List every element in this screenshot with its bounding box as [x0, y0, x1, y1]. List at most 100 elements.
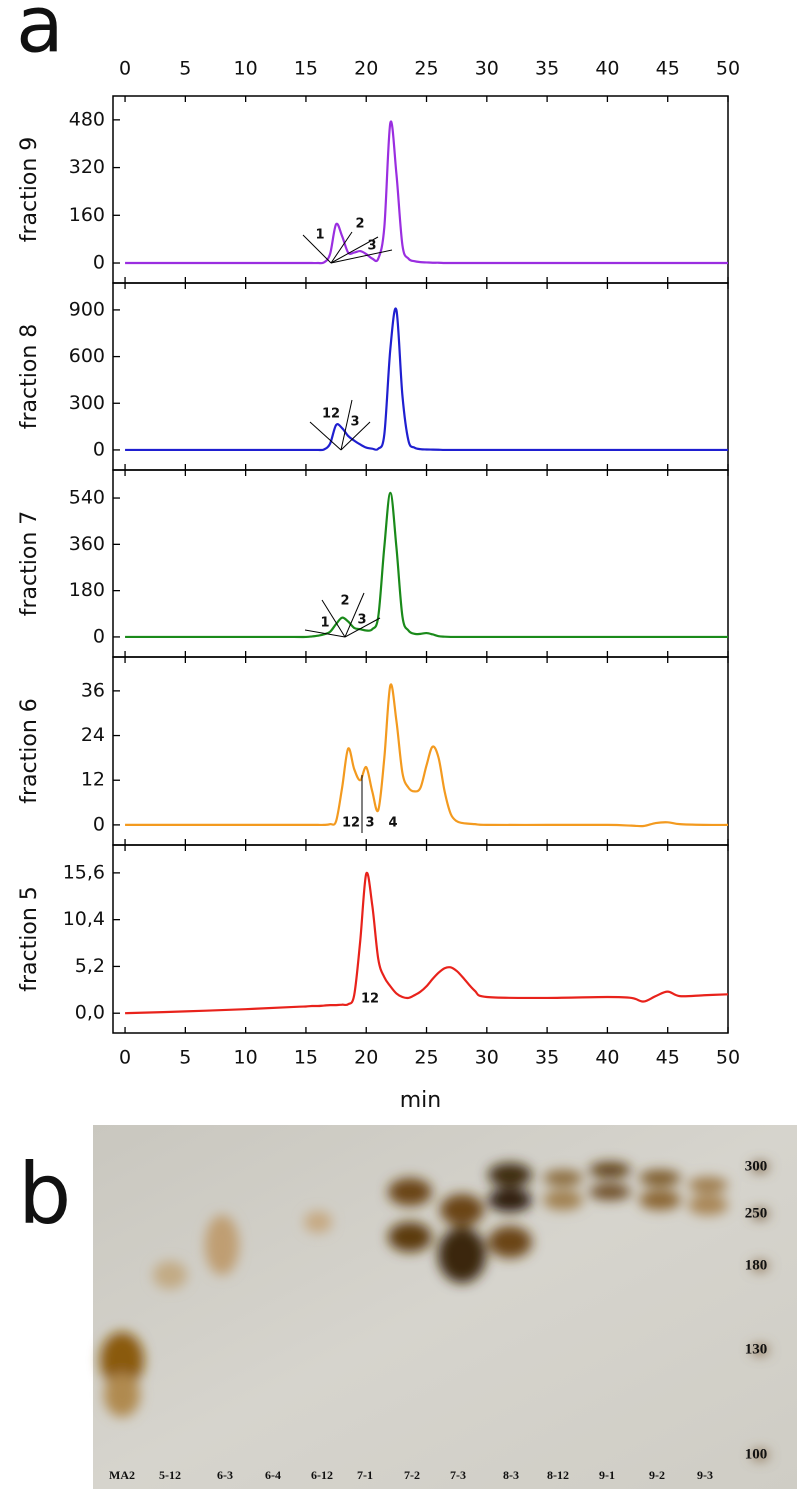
y-axis-label: fraction 6	[17, 698, 42, 804]
y-tick-label: 36	[81, 679, 105, 701]
plot-frame	[112, 844, 729, 1034]
marker-label: 100	[745, 1446, 768, 1462]
x-tick-label: 15	[294, 1047, 318, 1069]
peak-label: 1	[315, 228, 324, 243]
x-tick-label: 45	[656, 58, 680, 80]
plot-frame	[112, 95, 729, 284]
x-tick-label: 0	[119, 58, 131, 80]
marker-label: 130	[745, 1341, 768, 1357]
x-tick-label: 50	[716, 58, 740, 80]
x-tick-label: 50	[716, 1047, 740, 1069]
lane-label: 8-12	[547, 1468, 569, 1482]
peak-label: 4	[388, 816, 397, 831]
chromatogram-line	[125, 120, 728, 265]
x-tick-label: 35	[535, 1047, 559, 1069]
x-tick-label: 45	[656, 1047, 680, 1069]
y-tick-label: 12	[81, 769, 105, 791]
cut-line	[340, 421, 371, 451]
y-tick-label: 0	[93, 813, 105, 835]
y-tick-label: 0	[93, 252, 105, 274]
x-tick-label: 30	[475, 1047, 499, 1069]
lane-label: 9-3	[697, 1468, 713, 1482]
x-tick-label: 0	[119, 1047, 131, 1069]
y-tick-label: 160	[69, 204, 105, 226]
chromatogram-line	[125, 683, 729, 828]
lane-label: 6-12	[311, 1468, 333, 1482]
y-tick-label: 600	[69, 345, 105, 367]
y-tick-label: 360	[69, 533, 105, 555]
y-axis-label: fraction 8	[17, 324, 42, 430]
cut-line	[330, 236, 379, 264]
x-tick-label: 5	[179, 1047, 191, 1069]
peak-label: 2	[355, 217, 364, 232]
y-tick-label: 0,0	[75, 1002, 105, 1024]
lane-label: 5-12	[159, 1468, 181, 1482]
lane-label: 7-1	[357, 1468, 373, 1482]
x-tick-label: 30	[475, 58, 499, 80]
y-tick-label: 24	[81, 724, 105, 746]
peak-label: 1	[320, 616, 329, 631]
x-tick-label: 10	[234, 1047, 258, 1069]
cut-line	[302, 234, 332, 264]
y-tick-label: 300	[69, 392, 105, 414]
x-tick-label: 25	[414, 58, 438, 80]
chromatogram-line	[125, 871, 729, 1015]
cut-line	[321, 599, 346, 638]
marker-label: 180	[745, 1257, 768, 1273]
peak-label: 12	[342, 816, 360, 831]
lane-label: 9-2	[649, 1468, 665, 1482]
x-tick-label: 5	[179, 58, 191, 80]
x-tick-label: 15	[294, 58, 318, 80]
chromatogram-line	[125, 491, 728, 639]
gel-image	[93, 1125, 797, 1489]
x-axis-label: min	[400, 1088, 442, 1113]
peak-label: 3	[365, 816, 374, 831]
panel-label: a	[16, 0, 64, 70]
peak-label: 3	[367, 239, 376, 254]
lane-label: 6-3	[217, 1468, 233, 1482]
cut-line	[304, 629, 346, 638]
x-tick-label: 40	[595, 58, 619, 80]
peak-label: 2	[340, 594, 349, 609]
lane-label: 9-1	[599, 1468, 615, 1482]
y-tick-label: 0	[93, 438, 105, 460]
lane-label: 6-4	[265, 1468, 281, 1482]
lane-label: 7-3	[450, 1468, 466, 1482]
lane-label: 7-2	[404, 1468, 420, 1482]
y-tick-label: 15,6	[63, 861, 105, 883]
y-axis-label: fraction 7	[17, 511, 42, 617]
x-tick-label: 10	[234, 58, 258, 80]
marker-label: 300	[745, 1158, 768, 1174]
x-tick-label: 40	[595, 1047, 619, 1069]
y-tick-label: 180	[69, 579, 105, 601]
plot-frame	[112, 469, 729, 658]
lane-label: 8-3	[503, 1468, 519, 1482]
y-tick-label: 5,2	[75, 955, 105, 977]
peak-label: 12	[322, 407, 340, 422]
cut-line	[330, 231, 353, 264]
y-tick-label: 480	[69, 108, 105, 130]
plot-frame	[112, 656, 729, 846]
y-axis-label: fraction 5	[17, 886, 42, 992]
lane-label: MA2	[109, 1468, 135, 1482]
peak-label: 3	[357, 613, 366, 628]
cut-line	[344, 617, 381, 638]
gel-background	[93, 1125, 797, 1489]
marker-label: 250	[745, 1205, 768, 1221]
cut-line	[309, 421, 342, 451]
y-tick-label: 540	[69, 487, 105, 509]
cut-line	[330, 249, 393, 264]
x-tick-label: 35	[535, 58, 559, 80]
peak-label: 12	[361, 992, 379, 1007]
x-tick-label: 20	[354, 58, 378, 80]
y-tick-label: 0	[93, 625, 105, 647]
chromatogram-line	[125, 307, 728, 452]
x-tick-label: 20	[354, 1047, 378, 1069]
peak-label: 3	[350, 415, 359, 430]
y-axis-label: fraction 9	[17, 137, 42, 243]
y-tick-label: 900	[69, 298, 105, 320]
x-tick-label: 25	[414, 1047, 438, 1069]
y-tick-label: 320	[69, 156, 105, 178]
gel-bands	[100, 1162, 769, 1460]
